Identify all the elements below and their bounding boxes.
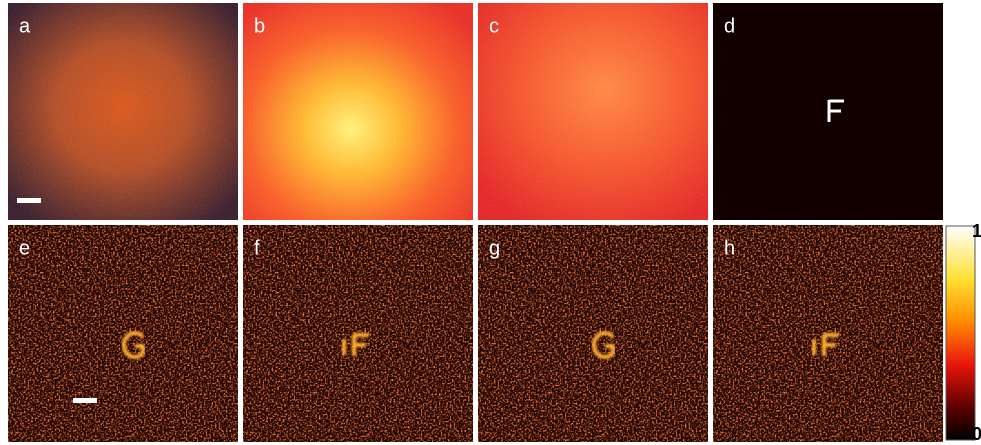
image-noise [8, 225, 238, 442]
panel-label: c [489, 15, 499, 37]
panel: h [713, 225, 943, 442]
panel: d [713, 3, 943, 220]
colorbar [946, 226, 975, 440]
panel: g [478, 225, 708, 442]
panel: c [478, 3, 708, 220]
scale-bar [73, 398, 97, 403]
panel-label: f [254, 237, 260, 259]
panel: e [8, 225, 238, 442]
panel-label: e [19, 237, 30, 259]
image-noise [243, 3, 473, 220]
image-noise [478, 3, 708, 220]
image-noise [478, 225, 708, 442]
panel-label: g [489, 237, 500, 259]
panel-label: d [724, 15, 735, 37]
panel: b [243, 3, 473, 220]
panel: f [243, 225, 473, 442]
colorbar-tick-label: 0 [972, 424, 981, 444]
scale-bar [17, 198, 41, 203]
panel: a [8, 3, 238, 220]
image-noise [8, 3, 238, 220]
panel-label: h [724, 237, 735, 259]
colorbar-tick-label: 1 [972, 221, 981, 241]
panel-label: b [254, 15, 265, 37]
figure: a b c d e f g h 0 1 [0, 0, 981, 445]
panel-label: a [19, 15, 31, 37]
